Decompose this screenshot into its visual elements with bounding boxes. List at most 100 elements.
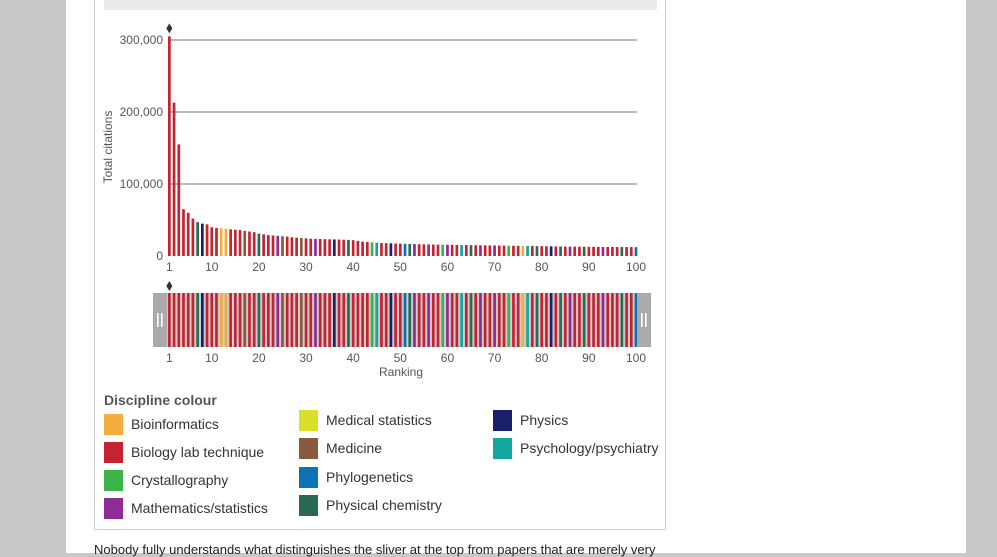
bar[interactable] [446,244,449,256]
legend-item[interactable]: Psychology/psychiatry [493,437,659,459]
bar[interactable] [441,244,445,256]
bar[interactable] [347,239,350,256]
bar[interactable] [248,231,251,256]
bar[interactable] [266,235,270,256]
bar[interactable] [545,246,548,256]
bar[interactable] [408,243,412,256]
bar[interactable] [422,244,426,256]
bar[interactable] [168,36,171,257]
legend-item[interactable]: Physics [493,409,568,431]
bar[interactable] [436,244,440,256]
bar[interactable] [257,233,261,256]
bar[interactable] [530,246,534,256]
bar[interactable] [450,244,454,256]
bar[interactable] [356,240,360,256]
legend-item[interactable]: Phylogenetics [299,466,413,488]
bar[interactable] [191,218,195,256]
bar[interactable] [196,222,199,256]
bar[interactable] [507,245,511,256]
legend-item[interactable]: Medicine [299,437,382,459]
bar[interactable] [233,229,237,256]
bar[interactable] [578,246,581,256]
bar[interactable] [427,244,430,256]
bar[interactable] [483,245,487,256]
bar[interactable] [215,227,218,256]
bar[interactable] [328,239,331,256]
bar[interactable] [384,243,388,256]
bar[interactable] [205,224,209,256]
legend-item[interactable]: Crystallography [104,469,228,491]
bar[interactable] [573,246,577,256]
bar[interactable] [370,242,374,256]
bar[interactable] [342,239,346,256]
bar[interactable] [516,245,520,256]
bar[interactable] [629,247,633,256]
legend-item[interactable]: Medical statistics [299,409,432,431]
bar[interactable] [262,234,265,256]
bar[interactable] [493,245,496,256]
bar[interactable] [271,235,275,256]
bar[interactable] [431,244,435,256]
bar[interactable] [474,245,478,256]
bar[interactable] [417,244,421,256]
bar[interactable] [497,245,501,256]
bar[interactable] [337,239,341,256]
bar[interactable] [394,243,397,256]
bar[interactable] [229,229,232,256]
bar[interactable] [389,243,393,256]
bar[interactable] [502,245,506,256]
bar[interactable] [568,246,572,256]
bar[interactable] [172,102,176,256]
legend-item[interactable]: Bioinformatics [104,413,219,435]
bar[interactable] [285,236,289,256]
bar[interactable] [526,245,529,256]
bar[interactable] [549,246,553,256]
bar[interactable] [464,245,468,256]
bar[interactable] [601,246,605,256]
bar[interactable] [309,238,313,256]
bar[interactable] [625,247,628,256]
bar[interactable] [587,246,591,256]
bar[interactable] [351,240,355,256]
bar[interactable] [582,246,586,256]
legend-item[interactable]: Physical chemistry [299,494,442,516]
bar[interactable] [323,239,327,256]
bar[interactable] [281,236,284,256]
bar[interactable] [592,246,595,256]
bar[interactable] [554,246,558,256]
bar[interactable] [332,239,336,256]
bar[interactable] [210,227,214,256]
bar[interactable] [200,223,204,256]
bar[interactable] [219,228,223,256]
bar[interactable] [375,242,379,256]
legend-item[interactable]: Biology lab technique [104,441,264,463]
citations-chart[interactable]: 0 100,000 200,000 300,000 Total citations 1… [95,0,665,390]
bar[interactable] [596,246,600,256]
bar[interactable] [276,235,280,256]
bar[interactable] [224,228,228,256]
bar[interactable] [460,244,463,256]
bar[interactable] [540,246,544,256]
bar[interactable] [304,238,308,256]
bar[interactable] [535,246,539,256]
bar[interactable] [563,246,567,256]
bar[interactable] [361,241,364,256]
window-scrollbar[interactable] [967,0,997,553]
bar[interactable] [314,238,317,256]
bar[interactable] [318,239,322,256]
bar[interactable] [186,212,190,256]
bar[interactable] [413,244,416,256]
bar[interactable] [611,246,614,256]
bar[interactable] [398,243,402,256]
bar[interactable] [238,230,242,256]
bar[interactable] [469,245,473,256]
bar[interactable] [615,247,619,256]
bar[interactable] [403,243,407,256]
bar[interactable] [521,245,525,256]
bar[interactable] [620,247,624,256]
bar[interactable] [559,246,562,256]
bar[interactable] [182,209,185,256]
legend-item[interactable]: Mathematics/statistics [104,497,268,519]
bar[interactable] [512,245,515,256]
bar[interactable] [606,246,610,256]
